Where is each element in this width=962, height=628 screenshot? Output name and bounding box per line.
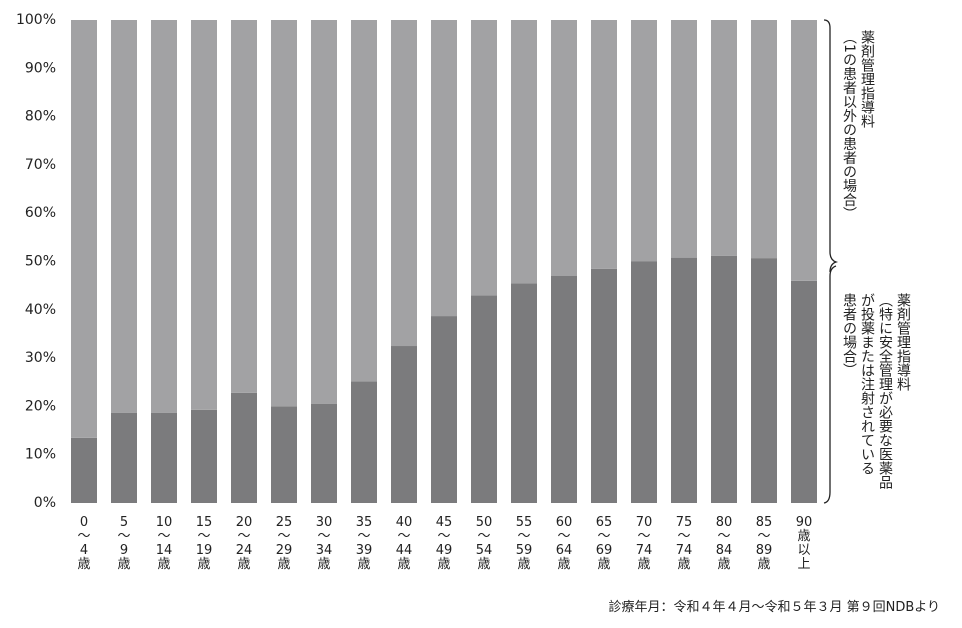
bar-segment	[591, 268, 617, 503]
x-tick-label: 45 〜 49 歳	[435, 515, 453, 572]
bar-segment	[631, 20, 657, 262]
x-tick-label: 55 〜 59 歳	[515, 515, 533, 572]
bar-segment	[191, 20, 217, 410]
bar-segment	[471, 20, 497, 296]
y-tick-label: 80%	[25, 109, 56, 125]
x-tick-label: 60 〜 64 歳	[555, 515, 573, 572]
brace	[823, 265, 837, 504]
x-tick-label: 20 〜 24 歳	[235, 515, 253, 572]
bar-segment	[231, 20, 257, 393]
x-tick-label: 0 〜 4 歳	[77, 515, 91, 572]
bar-segment	[751, 20, 777, 259]
x-tick-label: 75 〜 74 歳	[675, 515, 693, 572]
x-tick-label: 15 〜 19 歳	[195, 515, 213, 572]
bar-segment	[351, 20, 377, 382]
x-tick-label: 10 〜 14 歳	[155, 515, 173, 572]
x-tick-label: 25 〜 29 歳	[275, 515, 293, 572]
bar-segment	[671, 257, 697, 503]
bar-segment	[671, 20, 697, 258]
y-tick-label: 0%	[34, 495, 56, 511]
bar-segment	[511, 20, 537, 284]
y-tick-label: 70%	[25, 157, 56, 173]
legend-label: 薬剤管理指導料 （1の患者以外の患者の場合）	[841, 30, 875, 221]
x-tick-label: 50 〜 54 歳	[475, 515, 493, 572]
bar-segment	[431, 316, 457, 503]
bar-segment	[591, 20, 617, 269]
y-tick-label: 60%	[25, 205, 56, 221]
bar-segment	[791, 280, 817, 503]
y-tick-label: 40%	[25, 302, 56, 318]
bar-segment	[791, 20, 817, 281]
bar-segment	[71, 437, 97, 503]
bar-segment	[111, 20, 137, 413]
bar-segment	[351, 381, 377, 503]
bar-segment	[151, 412, 177, 503]
x-tick-label: 5 〜 9 歳	[117, 515, 131, 572]
bar-segment	[311, 403, 337, 503]
bar-segment	[511, 283, 537, 503]
bar-segment	[311, 20, 337, 404]
bar-segment	[391, 20, 417, 347]
y-tick-label: 50%	[25, 254, 56, 270]
bar-segment	[551, 275, 577, 503]
bar-segment	[711, 20, 737, 256]
x-tick-label: 85 〜 89 歳	[755, 515, 773, 572]
y-tick-label: 10%	[25, 447, 56, 463]
bar-segment	[431, 20, 457, 317]
bar-segment	[751, 258, 777, 503]
bar-segment	[631, 261, 657, 503]
bar-segment	[551, 20, 577, 276]
y-tick-label: 100%	[16, 12, 56, 28]
x-tick-label: 65 〜 69 歳	[595, 515, 613, 572]
bar-segment	[471, 295, 497, 503]
bar-segment	[191, 409, 217, 503]
bar-segment	[231, 392, 257, 503]
y-tick-label: 30%	[25, 350, 56, 366]
legend-label: 薬剤管理指導料 （特に安全管理が必要な医薬品 が投薬または注射されている 患者の…	[841, 293, 911, 489]
bar-segment	[111, 412, 137, 503]
bar-segment	[71, 20, 97, 438]
x-tick-label: 40 〜 44 歳	[395, 515, 413, 572]
brace	[823, 19, 839, 273]
bar-segment	[271, 406, 297, 503]
y-tick-label: 90%	[25, 60, 56, 76]
x-tick-label: 30 〜 34 歳	[315, 515, 333, 572]
bar-segment	[271, 20, 297, 407]
x-tick-label: 80 〜 84 歳	[715, 515, 733, 572]
x-tick-label: 35 〜 39 歳	[355, 515, 373, 572]
x-tick-label: 70 〜 74 歳	[635, 515, 653, 572]
y-tick-label: 20%	[25, 398, 56, 414]
bar-segment	[151, 20, 177, 413]
bar-segment	[391, 346, 417, 503]
source-note: 診療年月：令和４年４月〜令和５年３月 第９回NDBより	[608, 600, 940, 615]
bar-segment	[711, 255, 737, 503]
x-tick-label: 90 歳 以 上	[795, 515, 813, 572]
